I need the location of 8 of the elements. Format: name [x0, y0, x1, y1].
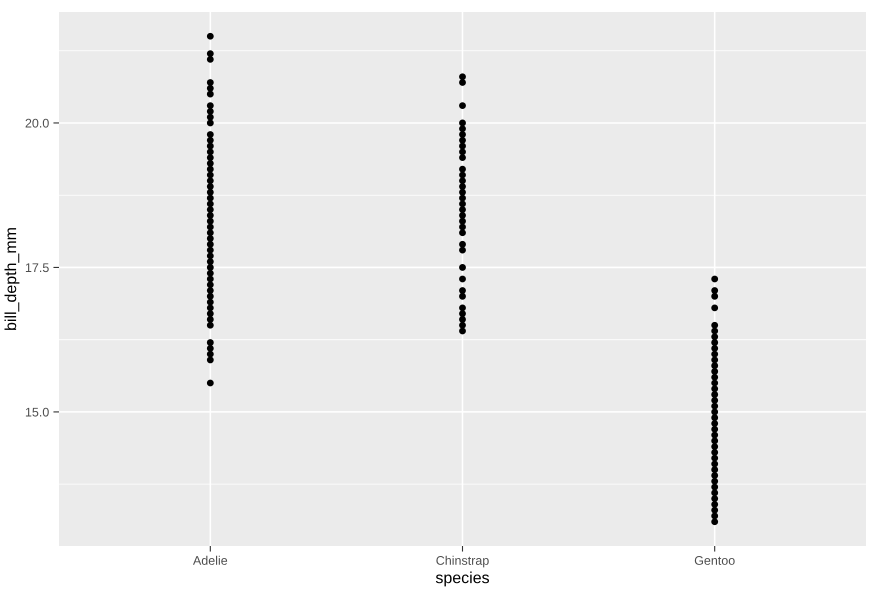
- x-tick-label: Chinstrap: [436, 556, 489, 568]
- y-tick-label: 17.5: [26, 263, 49, 272]
- x-axis-title: species: [436, 572, 490, 586]
- y-axis-title: bill_depth_mm: [4, 228, 20, 330]
- y-tick-label: 15.0: [26, 408, 49, 417]
- x-tick-label: Adelie: [192, 556, 228, 565]
- x-tick-label: Gentoo: [694, 556, 735, 565]
- y-tick-label: 20.0: [26, 118, 49, 128]
